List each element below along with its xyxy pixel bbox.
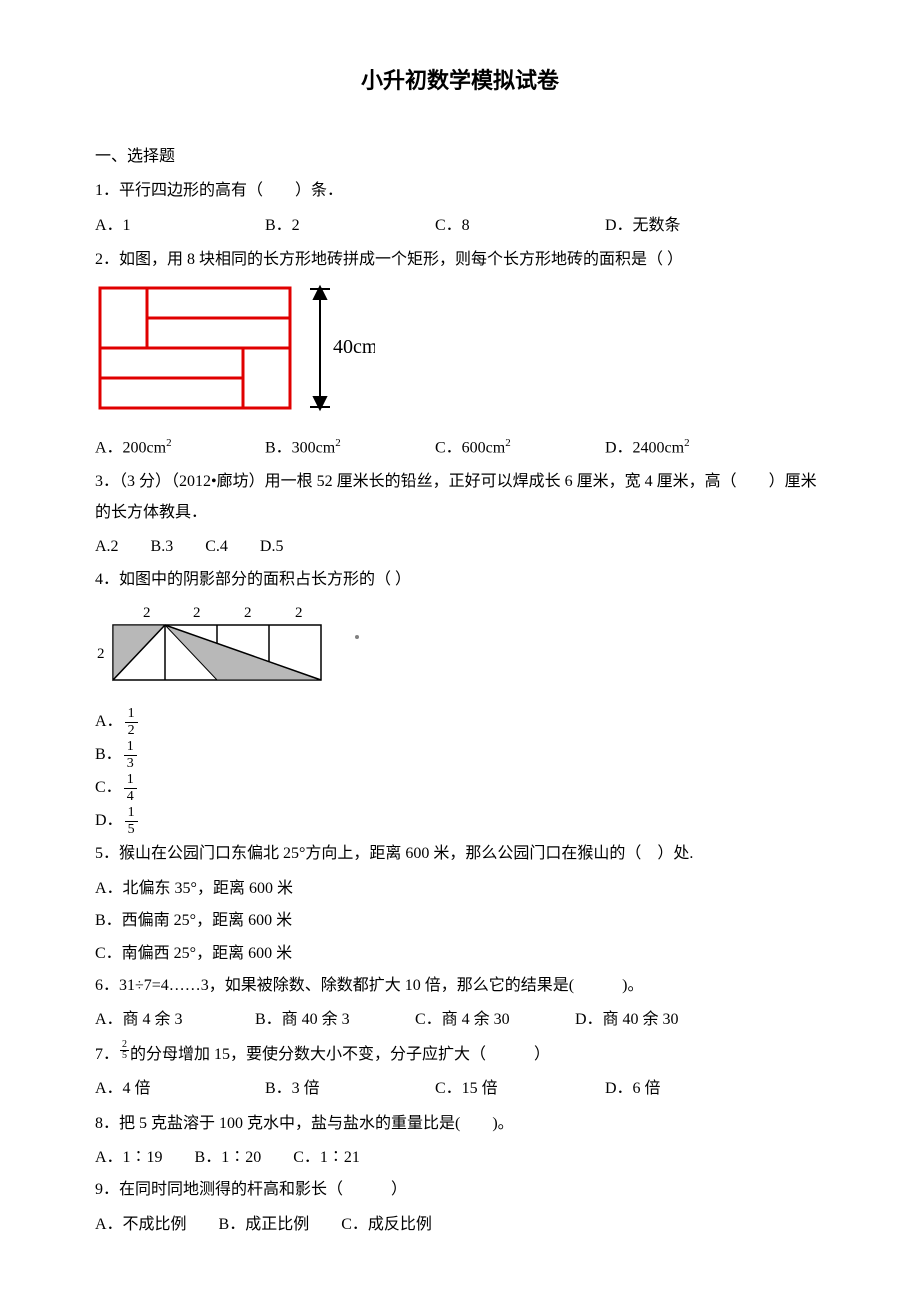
q4-opt-d: D．15 <box>95 806 825 837</box>
q7-options: A．4 倍 B．3 倍 C．15 倍 D．6 倍 <box>95 1074 825 1104</box>
question-3: 3．（3 分）（2012•廊坊）用一根 52 厘米长的铅丝，正好可以焊成长 6 … <box>95 467 825 528</box>
section-header: 一、选择题 <box>95 142 825 172</box>
q3-options: A.2 B.3 C.4 D.5 <box>95 532 825 562</box>
q7-opt-d: D．6 倍 <box>605 1074 775 1104</box>
q6-opt-d: D．商 40 余 30 <box>575 1005 735 1035</box>
q5-opt-a: A．北偏东 35°，距离 600 米 <box>95 874 825 904</box>
question-5: 5．猴山在公园门口东偏北 25°方向上，距离 600 米，那么公园门口在猴山的（… <box>95 839 825 869</box>
q2-opt-c: C．600cm2 <box>435 433 605 464</box>
q1-opt-a: A．1 <box>95 211 265 241</box>
q1-opt-c: C．8 <box>435 211 605 241</box>
svg-text:2: 2 <box>97 646 105 662</box>
q9-options: A．不成比例 B．成正比例 C．成反比例 <box>95 1210 825 1240</box>
q2-options: A．200cm2 B．300cm2 C．600cm2 D．2400cm2 <box>95 433 825 464</box>
question-8: 8．把 5 克盐溶于 100 克水中，盐与盐水的重量比是( )。 <box>95 1109 825 1139</box>
svg-text:2: 2 <box>244 605 252 621</box>
q4-opt-c: C．14 <box>95 773 825 804</box>
q1-opt-d: D．无数条 <box>605 211 775 241</box>
q2-opt-d: D．2400cm2 <box>605 433 775 464</box>
q6-opt-a: A．商 4 余 3 <box>95 1005 255 1035</box>
q4-svg: 2 2 2 2 2 <box>95 603 330 688</box>
q2-opt-b: B．300cm2 <box>265 433 435 464</box>
question-4: 4．如图中的阴影部分的面积占长方形的（ ） <box>95 565 825 595</box>
question-7: 7．25的分母增加 15，要使分数大小不变，分子应扩大（ ） <box>95 1040 825 1070</box>
q2-svg: 40cm <box>95 283 375 413</box>
svg-text:2: 2 <box>295 605 303 621</box>
q8-options: A．1∶19 B．1∶20 C．1∶21 <box>95 1143 825 1173</box>
q2-dim-label: 40cm <box>333 336 375 358</box>
q1-options: A．1 B．2 C．8 D．无数条 <box>95 211 825 241</box>
question-1: 1．平行四边形的高有（ ）条． <box>95 176 825 206</box>
q4-opt-a: A．12 <box>95 707 825 738</box>
q7-opt-a: A．4 倍 <box>95 1074 265 1104</box>
q4-opt-b: B．13 <box>95 740 825 771</box>
dot-marker <box>355 635 359 639</box>
q2-figure: 40cm <box>95 283 825 424</box>
q6-opt-c: C．商 4 余 30 <box>415 1005 575 1035</box>
q6-opt-b: B．商 40 余 3 <box>255 1005 415 1035</box>
q5-opt-c: C．南偏西 25°，距离 600 米 <box>95 939 825 969</box>
question-6: 6．31÷7=4……3，如果被除数、除数都扩大 10 倍，那么它的结果是( )。 <box>95 971 825 1001</box>
q2-opt-a: A．200cm2 <box>95 433 265 464</box>
question-2: 2．如图，用 8 块相同的长方形地砖拼成一个矩形，则每个长方形地砖的面积是（ ） <box>95 245 825 275</box>
q4-figure: 2 2 2 2 2 <box>95 603 825 699</box>
svg-text:2: 2 <box>193 605 201 621</box>
svg-text:2: 2 <box>143 605 151 621</box>
page-title: 小升初数学模拟试卷 <box>95 60 825 102</box>
q5-opt-b: B．西偏南 25°，距离 600 米 <box>95 906 825 936</box>
q7-opt-c: C．15 倍 <box>435 1074 605 1104</box>
q1-opt-b: B．2 <box>265 211 435 241</box>
q6-options: A．商 4 余 3 B．商 40 余 3 C．商 4 余 30 D．商 40 余… <box>95 1005 825 1035</box>
question-9: 9．在同时同地测得的杆高和影长（ ） <box>95 1175 825 1205</box>
q7-opt-b: B．3 倍 <box>265 1074 435 1104</box>
